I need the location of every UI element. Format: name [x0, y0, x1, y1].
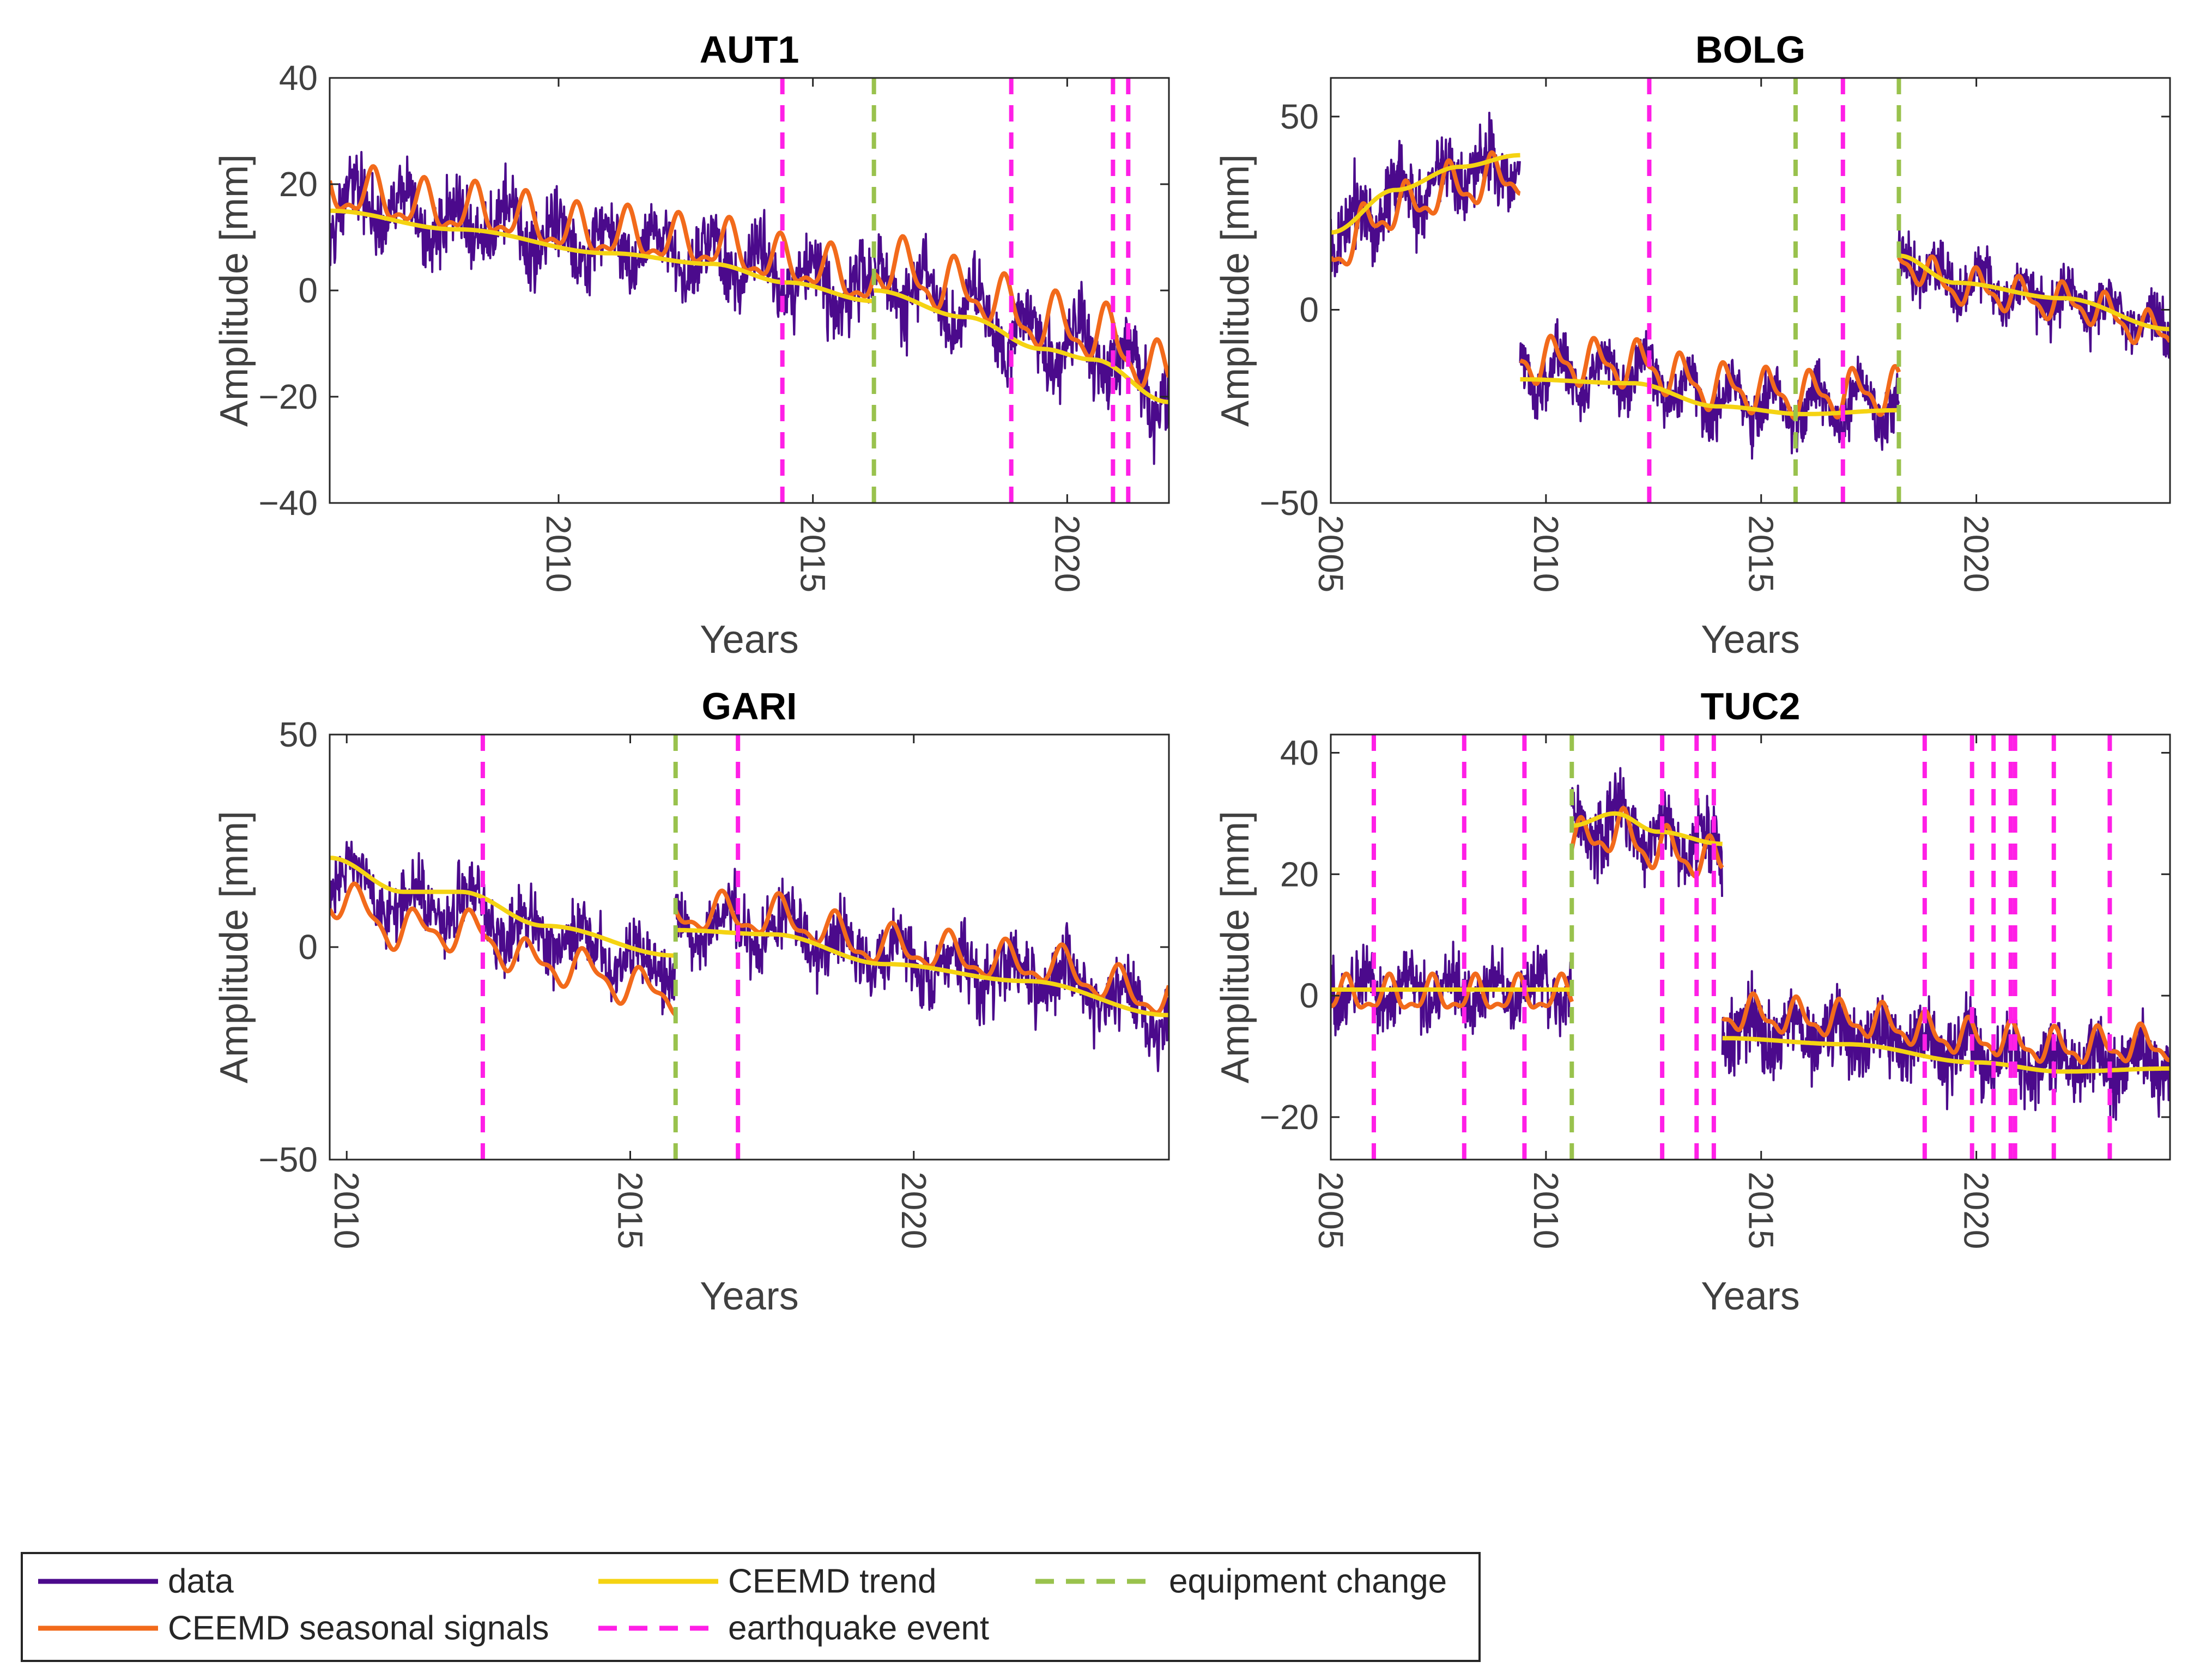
subplot-gari: −50 0 50 2010 2015 2020 GARI Years Amplitude [mm…	[213, 685, 1170, 1318]
subplot-bolg: −50 0 50 2005 2010 2015 2020 BOLG Years Amplitude…	[1214, 28, 2171, 662]
seasonal-series-bolg-2	[1896, 254, 2170, 345]
xtick-label-gari-2: 2020	[894, 1172, 934, 1249]
subplot-title-aut1: AUT1	[700, 28, 799, 71]
data-series-bolg-2	[1898, 224, 2170, 359]
data-series-tuc2-0	[1331, 941, 1573, 1038]
legend: data CEEMD seasonal signals CEEMD trend …	[21, 1552, 1481, 1662]
trend-series-bolg-0	[1331, 153, 1520, 235]
seasonal-series-bolg-1	[1519, 333, 1901, 421]
xtick-label-tuc2-1: 2010	[1526, 1172, 1566, 1249]
seasonal-series-gari-0	[330, 881, 677, 1017]
seasonal-series-tuc2-2	[1721, 991, 2170, 1065]
axes-box-bolg	[1330, 77, 2171, 504]
ytick-label-tuc2-3: 40	[1280, 733, 1319, 772]
ytick-label-tuc2-0: −20	[1259, 1097, 1319, 1137]
ytick-label-aut1-1: −20	[258, 377, 318, 416]
trend-series-gari-1	[675, 927, 1169, 1017]
xtick-label-gari-0: 2010	[327, 1172, 366, 1249]
data-series-aut1-1	[872, 233, 1169, 465]
subplot-title-tuc2: TUC2	[1701, 685, 1801, 727]
xtick-label-bolg-0: 2005	[1311, 515, 1350, 592]
seasonal-series-bolg-0	[1331, 150, 1522, 266]
xtick-label-tuc2-0: 2005	[1311, 1172, 1350, 1249]
ytick-label-bolg-0: −50	[1259, 483, 1319, 523]
data-series-tuc2-2	[1721, 970, 2170, 1121]
xtick-label-aut1-1: 2015	[793, 515, 833, 592]
xtick-label-aut1-0: 2010	[539, 515, 578, 592]
ytick-label-bolg-1: 0	[1299, 290, 1319, 329]
subplot-title-bolg: BOLG	[1695, 28, 1805, 71]
xlabel-tuc2: Years	[1701, 1275, 1799, 1318]
legend-label-data: data	[168, 1563, 234, 1600]
ytick-label-tuc2-1: 0	[1299, 976, 1319, 1015]
ytick-label-tuc2-2: 20	[1280, 854, 1319, 894]
trend-series-tuc2-1	[1572, 811, 1723, 846]
xtick-label-tuc2-3: 2020	[1957, 1172, 1996, 1249]
seasonal-series-aut1-0	[330, 164, 876, 299]
ytick-label-gari-0: −50	[258, 1140, 318, 1179]
legend-label-trend: CEEMD trend	[728, 1563, 936, 1600]
ylabel-gari: Amplitude [mm]	[213, 811, 256, 1083]
xlabel-aut1: Years	[700, 618, 798, 662]
ytick-label-gari-1: 0	[298, 927, 318, 967]
axes-box-tuc2	[1330, 733, 2171, 1161]
data-series-gari-1	[674, 868, 1169, 1072]
ytick-label-gari-2: 50	[279, 715, 318, 754]
trend-series-gari-0	[330, 856, 676, 958]
ytick-label-aut1-3: 20	[279, 165, 318, 204]
subplots: −40 −20 0 20 40 2010 2015 2020 AUT1 Years Amplitud…	[213, 28, 2171, 1318]
plot-area-tuc2	[1331, 735, 2170, 1160]
xtick-label-aut1-2: 2020	[1047, 515, 1087, 592]
subplot-title-gari: GARI	[702, 685, 797, 727]
legend-label-equipment: equipment change	[1169, 1563, 1447, 1600]
xtick-label-gari-1: 2015	[610, 1172, 650, 1249]
trend-series-tuc2-2	[1722, 1036, 2170, 1074]
seasonal-series-aut1-1	[872, 234, 1169, 389]
ylabel-bolg: Amplitude [mm]	[1214, 154, 1257, 427]
ylabel-aut1: Amplitude [mm]	[213, 154, 256, 427]
seasonal-series-tuc2-0	[1331, 971, 1574, 1010]
plot-area-bolg	[1331, 78, 2170, 503]
xlabel-gari: Years	[700, 1275, 798, 1318]
ytick-label-bolg-2: 50	[1280, 97, 1319, 136]
data-series-gari-0	[330, 840, 677, 1016]
ytick-label-aut1-4: 40	[279, 58, 318, 98]
legend-label-earthquake: earthquake event	[728, 1610, 989, 1647]
xtick-label-bolg-3: 2020	[1957, 515, 1996, 592]
trend-series-bolg-2	[1899, 253, 2170, 331]
subplot-tuc2: −20 0 20 40 2005 2010 2015 2020 TUC2 Years Amplitu…	[1214, 685, 2171, 1318]
data-series-aut1-0	[330, 151, 875, 342]
xtick-label-bolg-1: 2010	[1526, 515, 1566, 592]
ytick-label-aut1-2: 0	[298, 271, 318, 310]
plot-area-aut1	[330, 78, 1169, 503]
xtick-label-bolg-2: 2015	[1742, 515, 1781, 592]
ylabel-tuc2: Amplitude [mm]	[1214, 811, 1257, 1083]
ytick-label-aut1-0: −40	[258, 483, 318, 523]
data-series-bolg-0	[1331, 112, 1521, 277]
legend-box	[21, 1552, 1481, 1662]
subplot-aut1: −40 −20 0 20 40 2010 2015 2020 AUT1 Years Amplitud…	[213, 28, 1170, 662]
xtick-label-tuc2-2: 2015	[1742, 1172, 1781, 1249]
plot-area-gari	[330, 735, 1169, 1160]
legend-label-seasonal: CEEMD seasonal signals	[168, 1610, 549, 1647]
trend-series-bolg-1	[1520, 377, 1899, 416]
xlabel-bolg: Years	[1701, 618, 1799, 662]
trend-series-aut1-1	[874, 288, 1169, 404]
